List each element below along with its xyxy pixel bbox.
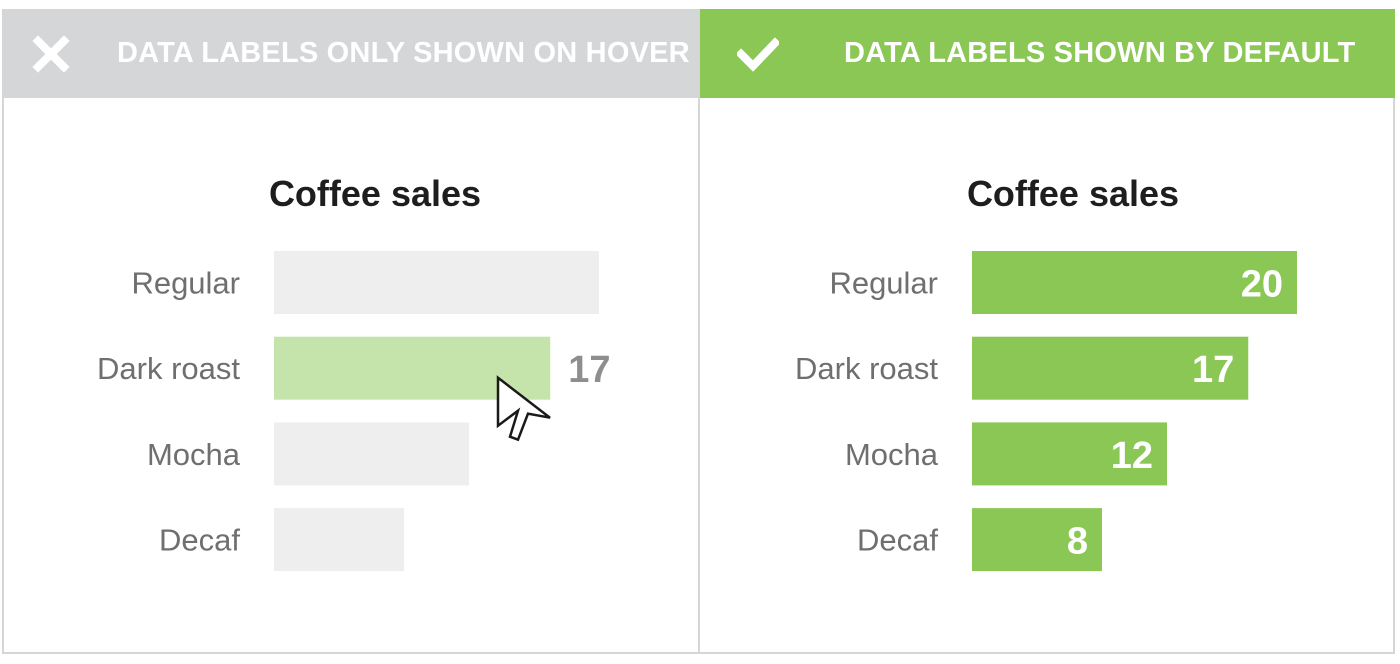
bar-mocha[interactable] bbox=[972, 422, 1167, 486]
bar-decaf[interactable] bbox=[972, 508, 1102, 572]
category-label: Mocha bbox=[845, 437, 939, 472]
chart-hover-only: Coffee sales Regular Dark roast 17 Mocha Deca… bbox=[97, 173, 611, 572]
bar-decaf[interactable] bbox=[274, 508, 404, 572]
chart-title: Coffee sales bbox=[269, 173, 481, 214]
category-label: Dark roast bbox=[795, 351, 938, 386]
bar-dark-roast[interactable] bbox=[972, 336, 1249, 400]
close-icon bbox=[32, 35, 70, 73]
data-label: 8 bbox=[1067, 521, 1088, 563]
chart-title: Coffee sales bbox=[967, 173, 1179, 214]
hover-data-label: 17 bbox=[568, 349, 610, 391]
category-label: Mocha bbox=[147, 437, 241, 472]
header-default-labels-text: DATA LABELS SHOWN BY DEFAULT bbox=[844, 37, 1356, 69]
category-label: Decaf bbox=[857, 523, 938, 558]
mouse-pointer-icon bbox=[496, 375, 551, 442]
category-label: Regular bbox=[131, 266, 240, 301]
bar-mocha[interactable] bbox=[274, 422, 469, 486]
data-label: 12 bbox=[1111, 435, 1153, 477]
category-label: Dark roast bbox=[97, 351, 240, 386]
check-icon bbox=[737, 37, 779, 72]
chart-default-labels: Coffee sales Regular 20 Dark roast 17 Mocha 12… bbox=[795, 173, 1297, 572]
bar-regular[interactable] bbox=[274, 251, 599, 314]
data-label: 17 bbox=[1192, 349, 1234, 391]
header-hover-only: DATA LABELS ONLY SHOWN ON HOVER bbox=[2, 9, 699, 98]
header-default-labels: DATA LABELS SHOWN BY DEFAULT bbox=[700, 9, 1395, 98]
data-label: 20 bbox=[1241, 264, 1283, 306]
category-label: Decaf bbox=[159, 523, 240, 558]
category-label: Regular bbox=[829, 266, 938, 301]
panel-divider bbox=[698, 9, 700, 654]
bar-regular[interactable] bbox=[972, 251, 1297, 314]
header-hover-only-text: DATA LABELS ONLY SHOWN ON HOVER bbox=[117, 37, 690, 69]
